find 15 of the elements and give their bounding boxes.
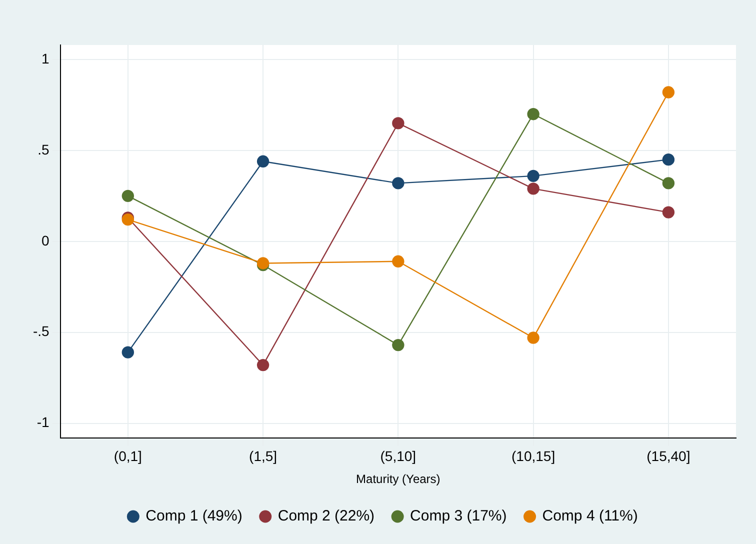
- y-tick-label: .5: [38, 141, 50, 158]
- y-tick-label: 1: [42, 50, 50, 66]
- legend-label: Comp 3 (17%): [410, 508, 507, 525]
- x-tick-label: (1,5]: [249, 448, 278, 464]
- x-tick-label: (15,40]: [646, 448, 690, 464]
- y-tick-label: 0: [42, 232, 50, 248]
- legend-label: Comp 4 (11%): [542, 508, 638, 525]
- legend-label: Comp 1 (49%): [146, 508, 242, 525]
- x-tick-label: (5,10]: [380, 448, 416, 464]
- y-tick-label: -1: [36, 414, 50, 430]
- y-tick-label: -.5: [32, 323, 50, 340]
- legend-label: Comp 2 (22%): [278, 508, 375, 525]
- x-tick-label: (0,1]: [114, 448, 142, 464]
- x-axis-title: Maturity (Years): [356, 472, 440, 486]
- x-tick-label: (10,15]: [512, 448, 556, 464]
